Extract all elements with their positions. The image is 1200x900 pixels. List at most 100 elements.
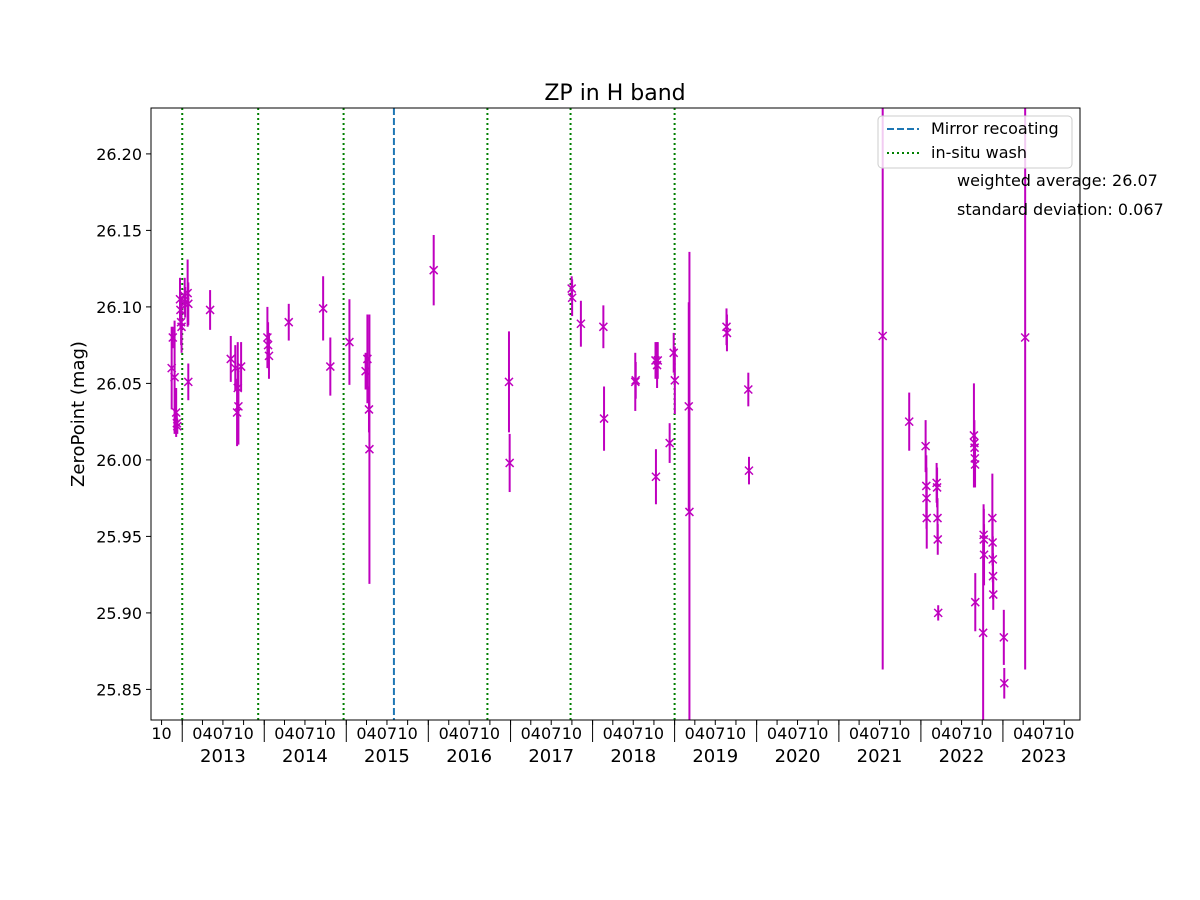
data-point-marker bbox=[172, 421, 182, 431]
data-point-marker bbox=[970, 459, 980, 470]
y-axis-label: ZeroPoint (mag) bbox=[68, 341, 89, 487]
x-month-label: 07 bbox=[377, 724, 397, 743]
x-month-label: 07 bbox=[787, 724, 807, 743]
data-point-marker bbox=[999, 678, 1009, 688]
y-tick-label: 26.15 bbox=[96, 221, 142, 240]
x-month-label: 04 bbox=[1013, 724, 1033, 743]
chart-title: ZP in H band bbox=[544, 81, 685, 106]
legend-box bbox=[877, 115, 1073, 169]
x-month-label: 04 bbox=[274, 724, 294, 743]
data-point-marker bbox=[999, 632, 1009, 642]
data-point-marker bbox=[933, 608, 943, 618]
x-month-label: 10 bbox=[644, 724, 664, 743]
x-month-label: 04 bbox=[767, 724, 787, 743]
x-year-label: 2021 bbox=[857, 746, 903, 767]
x-month-label: 04 bbox=[192, 724, 212, 743]
x-month-label: 10 bbox=[972, 724, 992, 743]
x-month-label: 04 bbox=[685, 724, 705, 743]
data-point-marker bbox=[970, 597, 980, 607]
y-tick-label: 26.10 bbox=[96, 298, 142, 317]
plot-frame bbox=[150, 107, 1081, 721]
data-point-marker bbox=[567, 293, 577, 303]
x-month-label: 04 bbox=[439, 724, 459, 743]
x-month-label: 07 bbox=[1033, 724, 1053, 743]
data-point-marker bbox=[670, 375, 680, 385]
data-point-marker bbox=[669, 348, 679, 358]
data-point-marker bbox=[284, 317, 294, 327]
data-point-marker bbox=[598, 322, 608, 332]
data-point-marker bbox=[177, 322, 187, 332]
x-month-label: 07 bbox=[295, 724, 315, 743]
x-year-label: 2019 bbox=[692, 746, 738, 767]
standard-deviation-annotation: standard deviation: 0.067 bbox=[957, 200, 1164, 219]
y-tick-label: 26.20 bbox=[96, 145, 142, 164]
data-point-marker bbox=[1020, 332, 1030, 343]
data-point-marker bbox=[904, 417, 914, 427]
x-year-label: 2023 bbox=[1021, 746, 1067, 767]
x-month-label: 07 bbox=[459, 724, 479, 743]
x-month-label: 10 bbox=[233, 724, 253, 743]
x-month-label: 10 bbox=[397, 724, 417, 743]
data-point-marker bbox=[665, 438, 675, 448]
x-year-label: 2016 bbox=[446, 746, 492, 767]
y-tick-label: 25.85 bbox=[96, 680, 142, 699]
data-point-marker bbox=[932, 513, 943, 523]
x-year-label: 2013 bbox=[200, 746, 246, 767]
data-point-marker bbox=[743, 384, 753, 395]
data-point-marker bbox=[236, 362, 246, 372]
data-point-marker bbox=[651, 472, 661, 482]
x-month-label: 07 bbox=[623, 724, 643, 743]
legend: Mirror recoating in-situ wash bbox=[877, 115, 1073, 169]
x-year-label: 2020 bbox=[775, 746, 821, 767]
y-tick-label: 25.90 bbox=[96, 604, 142, 623]
data-point-marker bbox=[576, 319, 586, 329]
data-point-marker bbox=[233, 401, 243, 411]
data-point-marker bbox=[979, 550, 989, 560]
data-point-marker bbox=[599, 414, 609, 424]
data-point-marker bbox=[504, 377, 514, 387]
x-month-label: 10 bbox=[808, 724, 828, 743]
data-point-marker bbox=[183, 299, 193, 309]
x-month-label: 10 bbox=[726, 724, 746, 743]
x-month-label: 10 bbox=[890, 724, 910, 743]
x-month-label: 07 bbox=[951, 724, 971, 743]
x-year-label: 2014 bbox=[282, 746, 328, 767]
data-point-marker bbox=[744, 466, 754, 476]
x-year-label: 2015 bbox=[364, 746, 410, 767]
data-point-marker bbox=[878, 331, 888, 341]
x-month-label: 04 bbox=[603, 724, 623, 743]
data-point-marker bbox=[922, 513, 932, 523]
data-point-marker bbox=[264, 351, 274, 361]
legend-mirror-recoating-label: Mirror recoating bbox=[931, 119, 1059, 138]
x-month-label: 10 bbox=[480, 724, 500, 743]
data-point-marker bbox=[988, 590, 998, 600]
y-tick-label: 26.00 bbox=[96, 451, 142, 470]
x-month-label: 07 bbox=[869, 724, 889, 743]
x-month-label: 04 bbox=[931, 724, 951, 743]
x-year-label: 2022 bbox=[939, 746, 985, 767]
data-point-marker bbox=[429, 265, 439, 275]
legend-in-situ-wash-label: in-situ wash bbox=[931, 143, 1027, 162]
x-month-label: 10 bbox=[562, 724, 582, 743]
data-point-marker bbox=[987, 513, 997, 523]
data-point-marker bbox=[988, 571, 998, 581]
x-month-label: 07 bbox=[541, 724, 561, 743]
data-point-marker bbox=[226, 354, 236, 364]
y-tick-label: 26.05 bbox=[96, 374, 142, 393]
data-point-marker bbox=[921, 441, 931, 451]
data-point-marker bbox=[344, 337, 354, 347]
data-point-marker bbox=[183, 377, 193, 387]
x-month-label: 10 bbox=[1054, 724, 1074, 743]
x-month-label: 04 bbox=[521, 724, 541, 743]
data-point-marker bbox=[325, 362, 335, 372]
x-year-label: 2017 bbox=[528, 746, 574, 767]
weighted-average-annotation: weighted average: 26.07 bbox=[957, 171, 1158, 190]
data-point-marker bbox=[505, 458, 515, 468]
data-point-marker bbox=[978, 628, 988, 638]
y-tick-label: 25.95 bbox=[96, 527, 142, 546]
data-point-marker bbox=[653, 355, 663, 365]
data-point-marker bbox=[364, 444, 374, 454]
x-month-label: 07 bbox=[213, 724, 233, 743]
data-point-marker bbox=[684, 507, 694, 517]
